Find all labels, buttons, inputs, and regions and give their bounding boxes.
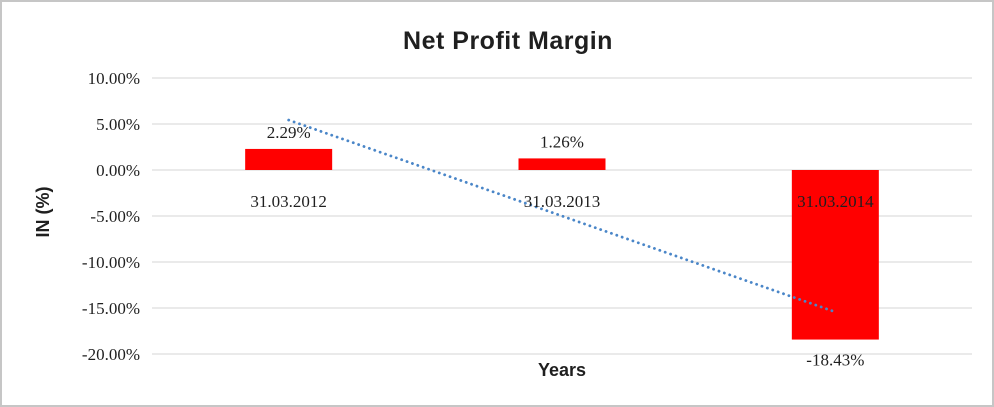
category-label: 31.03.2012 <box>250 192 327 211</box>
data-label: -18.43% <box>806 351 864 370</box>
y-tick-label: -10.00% <box>82 253 140 272</box>
data-label: 2.29% <box>267 123 311 142</box>
bar-series <box>245 148 879 340</box>
y-axis-title: IN (%) <box>33 187 53 238</box>
bar <box>791 170 879 340</box>
category-labels: 31.03.2012 31.03.2013 31.03.2014 <box>250 192 874 211</box>
bar <box>518 158 606 170</box>
y-tick-label: -5.00% <box>90 207 140 226</box>
y-tick-label: 0.00% <box>96 161 140 180</box>
y-tick-label: 5.00% <box>96 115 140 134</box>
y-tick-label: -15.00% <box>82 299 140 318</box>
bar <box>245 148 333 170</box>
category-label: 31.03.2013 <box>524 192 601 211</box>
y-tick-label: 10.00% <box>88 69 140 88</box>
category-label: 31.03.2014 <box>797 192 874 211</box>
data-labels: 2.29% 1.26% -18.43% <box>267 123 865 370</box>
x-axis-title: Years <box>538 360 586 380</box>
trendline <box>287 118 837 314</box>
y-tick-labels: 10.00% 5.00% 0.00% -5.00% -10.00% -15.00% -20.… <box>82 69 140 364</box>
data-label: 1.26% <box>540 132 584 151</box>
y-tick-label: -20.00% <box>82 345 140 364</box>
chart-title: Net Profit Margin <box>403 27 613 55</box>
